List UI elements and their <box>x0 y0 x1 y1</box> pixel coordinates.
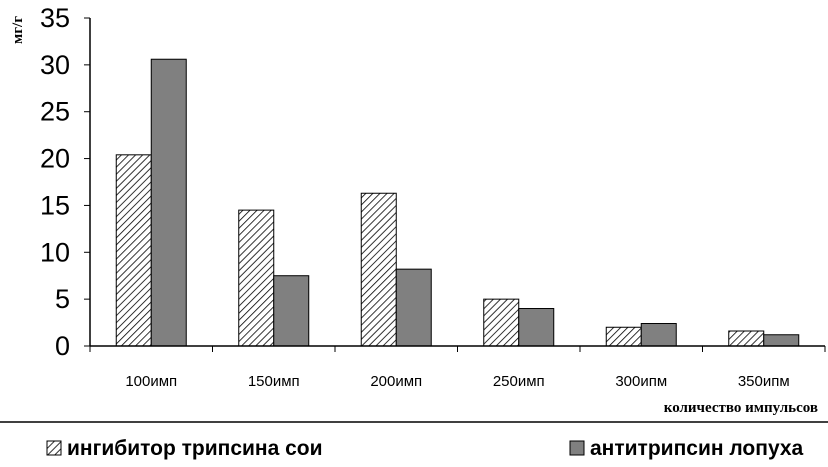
bar-burdock-antitrypsin <box>763 334 800 347</box>
legend-swatch-soy <box>46 440 62 456</box>
y-tick-label: 10 <box>40 237 70 267</box>
y-tick-label: 15 <box>40 190 70 220</box>
x-tick-label: 150имп <box>248 373 300 390</box>
bar-soy-inhibitor <box>238 209 275 347</box>
bar-burdock-antitrypsin <box>150 58 187 347</box>
bars <box>115 58 800 347</box>
y-tick-label: 30 <box>40 50 70 80</box>
y-axis-label: мг/г <box>10 16 26 44</box>
x-axis-label: количество импульсов <box>664 400 818 416</box>
bar-soy-inhibitor <box>605 326 642 347</box>
axes <box>84 17 826 352</box>
x-tick-label: 100имп <box>125 373 177 390</box>
bar-burdock-antitrypsin <box>273 275 310 347</box>
y-tick-label: 25 <box>40 97 70 127</box>
x-tick-label: 250имп <box>493 373 545 390</box>
legend-swatch-burdock <box>569 440 585 456</box>
bar-soy-inhibitor <box>360 192 397 347</box>
bar-soy-inhibitor <box>115 154 152 347</box>
y-tick-label: 20 <box>40 144 70 174</box>
legend: ингибитор трипсина сои антитрипсин лопух… <box>46 437 804 460</box>
y-tick-labels: 0 5 10 15 20 25 30 35 <box>40 3 70 361</box>
bar-burdock-antitrypsin <box>395 268 432 347</box>
legend-label-burdock: антитрипсин лопуха <box>590 437 804 460</box>
bar-soy-inhibitor <box>483 298 520 347</box>
bar-soy-inhibitor <box>728 330 765 347</box>
y-tick-label: 35 <box>40 3 70 33</box>
y-tick-label: 5 <box>55 284 70 314</box>
category-labels: 100имп 150имп 200имп 250имп 300ипм 350ипм <box>125 373 789 390</box>
bar-burdock-antitrypsin <box>640 323 677 347</box>
x-tick-label: 200имп <box>370 373 422 390</box>
x-tick-label: 300ипм <box>615 373 667 390</box>
x-tick-label: 350ипм <box>738 373 790 390</box>
y-tick-label: 0 <box>55 331 70 361</box>
legend-label-soy: ингибитор трипсина сои <box>67 437 323 460</box>
bar-burdock-antitrypsin <box>518 308 555 347</box>
